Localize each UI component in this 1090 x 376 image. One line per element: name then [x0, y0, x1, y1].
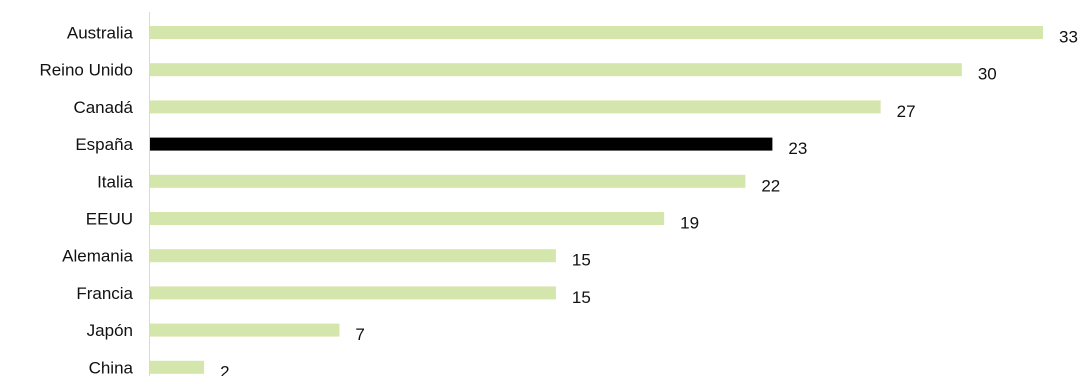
bar-australia [150, 26, 1043, 39]
bar-espana [150, 137, 773, 151]
category-label-alemania: Alemania [62, 247, 133, 266]
category-label-canada: Canadá [73, 98, 133, 117]
value-label-australia: 33 [1059, 28, 1078, 47]
category-label-reino-unido: Reino Unido [39, 61, 133, 80]
bar-china [150, 360, 205, 374]
value-label-francia: 15 [572, 288, 591, 307]
category-label-china: China [89, 358, 134, 376]
category-label-australia: Australia [67, 24, 134, 43]
bar-italia [150, 174, 746, 188]
value-label-italia: 22 [761, 176, 780, 195]
value-label-espana: 23 [788, 139, 807, 158]
value-label-reino-unido: 30 [978, 65, 997, 84]
bar-canada [150, 100, 881, 114]
value-label-alemania: 15 [572, 251, 591, 270]
category-label-italia: Italia [97, 172, 133, 191]
category-label-japon: Japón [87, 321, 133, 340]
value-label-japon: 7 [355, 325, 364, 344]
value-label-china: 2 [220, 362, 229, 376]
category-label-espana: España [75, 135, 133, 154]
bar-francia [150, 286, 556, 300]
value-label-canada: 27 [897, 102, 916, 121]
category-label-francia: Francia [76, 284, 133, 303]
bar-alemania [150, 249, 556, 263]
bar-reino-unido [150, 63, 962, 77]
value-label-eeuu: 19 [680, 214, 699, 233]
bar-japon [150, 323, 340, 337]
bar-eeuu [150, 212, 665, 225]
category-label-eeuu: EEUU [86, 210, 133, 229]
